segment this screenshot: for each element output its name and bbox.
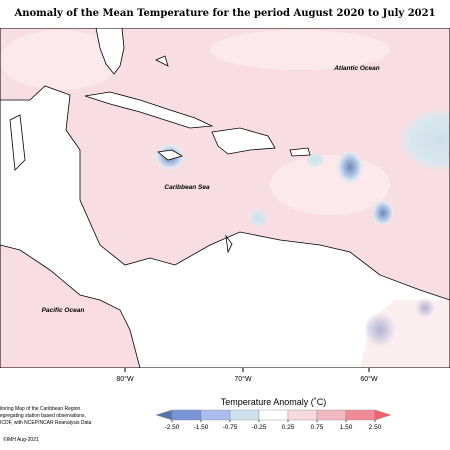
credit-text: itoring Map of the Caribbean Region. <box>0 406 82 412</box>
legend-title: Temperature Anomaly (˚C) <box>221 397 327 407</box>
map <box>0 28 450 368</box>
legend-swatch <box>374 409 392 421</box>
legend-swatch <box>316 409 347 421</box>
legend-tick-label: -1.50 <box>194 424 209 431</box>
legend-tick-label: -2.50 <box>165 424 180 431</box>
title: Anomaly of the Mean Temperature for the … <box>13 8 435 19</box>
legend-tick-label: 2.50 <box>369 424 382 431</box>
legend-tick-label: 1.50 <box>340 424 353 431</box>
legend-tick-label: -0.75 <box>223 424 238 431</box>
legend-tick-label: -0.25 <box>252 424 267 431</box>
longitude-label: 80°W <box>116 375 134 383</box>
legend-swatch <box>155 409 173 421</box>
longitude-label: 70°W <box>234 375 252 383</box>
credit-text: egregating station based observations, <box>0 413 86 419</box>
legend-tick-label: 0.75 <box>311 424 324 431</box>
legend-tick-label: 0.25 <box>282 424 295 431</box>
ocean-label: Caribbean Sea <box>164 184 210 191</box>
ocean-label: Atlantic Ocean <box>333 65 380 72</box>
credit-text: ©IMH Aug-2021 <box>3 436 39 443</box>
legend-swatch <box>171 409 202 421</box>
legend-swatch <box>200 409 231 421</box>
legend-swatch <box>229 409 260 421</box>
legend-swatch <box>287 409 318 421</box>
ocean-label: Pacific Ocean <box>42 307 85 314</box>
credit-text: ICDF, with NCEP/NCAR Reanalysis Data <box>0 420 92 426</box>
longitude-label: 60°W <box>360 375 378 383</box>
legend-swatch <box>345 409 376 421</box>
legend-swatch <box>258 409 289 421</box>
